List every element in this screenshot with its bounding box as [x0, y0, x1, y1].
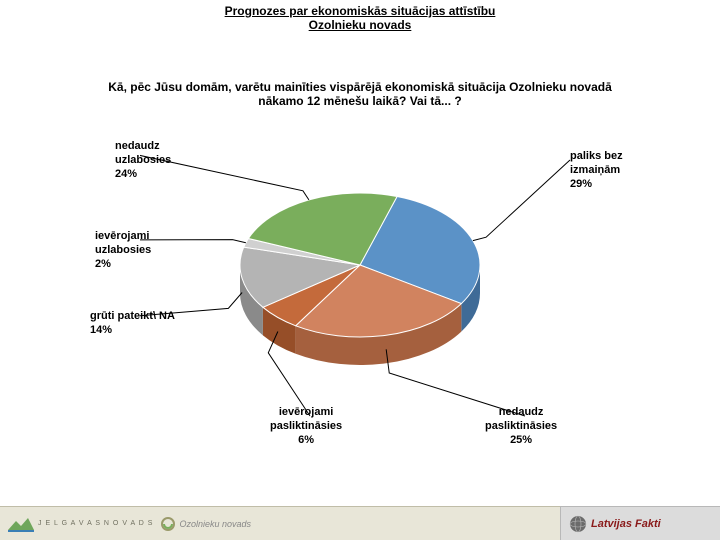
- label-gruti: grūti pateikt\ NA14%: [90, 310, 175, 338]
- leader-paliks: [473, 160, 570, 241]
- leader-iev_uzl: [140, 240, 246, 243]
- label-iev_pasl: ievērojamipasliktināsies6%: [270, 406, 342, 447]
- title-line-1: Prognozes par ekonomiskās situācijas att…: [0, 4, 720, 18]
- globe-icon: [569, 515, 587, 533]
- ozolnieku-logo: Ozolnieku novads: [161, 517, 251, 531]
- footer-right: Latvijas Fakti: [560, 506, 720, 540]
- footer-bar: J E L G A V A S N O V A D S Ozolnieku no…: [0, 506, 720, 540]
- label-ned_uzl: nedaudzuzlabosies24%: [115, 140, 171, 181]
- pie-svg: [140, 110, 580, 440]
- jelgava-text: J E L G A V A S N O V A D S: [38, 520, 153, 527]
- label-iev_uzl: ievērojamiuzlabosies2%: [95, 230, 151, 271]
- ozolnieku-text: Ozolnieku novads: [179, 519, 251, 529]
- label-paliks: paliks bezizmaiņām29%: [570, 150, 623, 191]
- fakti-text: Latvijas Fakti: [591, 518, 661, 530]
- pie-chart: paliks bezizmaiņām29%nedaudzpasliktināsi…: [140, 110, 580, 440]
- circle-icon: [161, 517, 175, 531]
- jelgava-logo: J E L G A V A S N O V A D S: [8, 516, 153, 532]
- chart-title: Kā, pēc Jūsu domām, varētu mainīties vis…: [100, 80, 620, 108]
- footer-left: J E L G A V A S N O V A D S Ozolnieku no…: [0, 506, 560, 540]
- label-ned_pasl: nedaudzpasliktināsies25%: [485, 406, 557, 447]
- slide-title: Prognozes par ekonomiskās situācijas att…: [0, 0, 720, 32]
- title-line-2: Ozolnieku novads: [0, 18, 720, 32]
- mountain-icon: [8, 516, 34, 532]
